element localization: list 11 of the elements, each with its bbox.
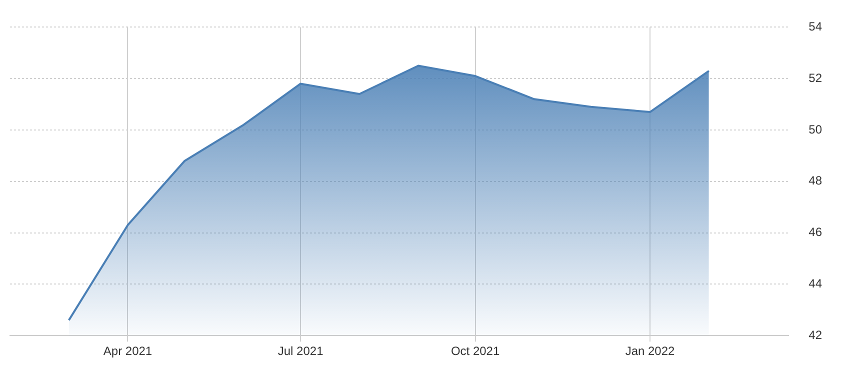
x-tick-label: Oct 2021 <box>450 344 500 358</box>
y-tick-label: 48 <box>808 174 822 188</box>
x-tick-label: Jan 2022 <box>625 344 676 358</box>
y-tick-label: 44 <box>808 276 822 291</box>
x-tick-label: Apr 2021 <box>103 344 152 358</box>
y-tick-label: 50 <box>808 122 822 136</box>
y-tick-label: 42 <box>808 328 822 342</box>
x-tick-label: Jul 2021 <box>278 344 324 358</box>
y-tick-label: 46 <box>808 225 822 240</box>
y-tick-label: 54 <box>808 20 822 34</box>
y-tick-label: 52 <box>808 70 822 85</box>
